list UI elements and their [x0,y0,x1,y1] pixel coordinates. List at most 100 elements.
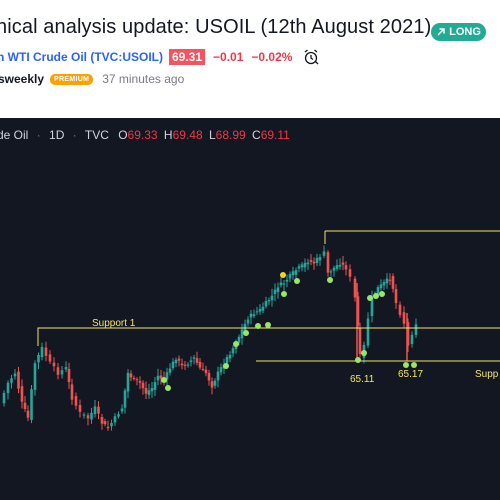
candle-body [344,265,348,270]
candle-body [322,251,326,256]
candle-body [279,282,283,286]
candle-body [20,386,24,402]
low-value: 68.99 [215,128,246,142]
posted-time: 37 minutes ago [102,72,185,86]
candle-body [255,311,259,313]
candle-body [70,384,74,400]
candle-body [156,375,160,381]
candle-body [306,262,310,265]
signal-dot [367,295,373,301]
candle-body [385,278,389,284]
candle-body [219,367,223,373]
candle-body [23,402,27,409]
candle-body [391,276,395,289]
signal-dot [361,350,367,356]
high-value: 69.48 [172,128,203,142]
close-label: C [252,128,261,142]
candlestick-chart: Support 1 65.11 65.17 Supp [2,230,500,431]
idea-title[interactable]: nical analysis update: USOIL (12th Augus… [0,16,432,38]
candle-body [103,421,107,425]
candle-body [132,378,136,380]
author-name[interactable]: sweekly [0,72,45,86]
support1-label: Support 1 [92,318,136,329]
price-change-percent: −0.02% [251,50,293,64]
candle-body [213,380,217,386]
candle-body [192,357,196,359]
candle-body [303,262,307,268]
candle-body [198,361,202,368]
candle-body [120,408,124,412]
candle-body [74,396,78,406]
candle-body [177,358,181,361]
candle-body [291,271,295,276]
open-value: 69.33 [127,128,158,142]
signal-dot [355,357,361,363]
candle-body [110,422,113,427]
alarm-clock-icon[interactable] [302,48,320,66]
candle-body [276,287,280,293]
chart-legend: de Oil · 1D · TVC O69.33 H69.48 L68.99 C… [0,128,290,142]
candle-body [273,289,277,295]
candle-body [318,257,322,261]
idea-header: nical analysis update: USOIL (12th Augus… [0,0,500,118]
candle-body [147,390,151,395]
candle-body [141,382,145,389]
symbol-link[interactable]: n WTI Crude Oil (TVC:USOIL) [0,50,163,64]
candle-body [97,406,100,414]
candle-body [123,390,127,408]
candle-body [40,346,44,358]
candle-body [37,354,40,363]
candle-body [168,368,172,373]
candle-body [52,362,56,367]
legend-interval: 1D [49,128,65,142]
candle-body [33,363,37,390]
candle-body [153,382,157,390]
candle-body [338,264,342,267]
candle-body [382,282,386,286]
candle-body [264,301,268,307]
candle-body [183,364,187,366]
signal-dot [280,272,286,278]
candle-body [174,359,178,364]
candle-body [309,260,313,262]
candle-body [228,354,232,359]
candle-body [388,279,392,281]
candle-body [44,347,48,356]
candle-body [135,379,139,381]
candle-body [358,327,362,355]
arrow-up-right-icon [437,28,445,36]
candle-body [6,382,10,394]
support2-label: Supp [475,369,499,380]
candle-body [144,387,148,394]
candle-body [56,367,60,375]
resistance-line [324,230,500,244]
candle-body [335,265,339,269]
candle-body [332,267,336,271]
candle-body [240,329,244,339]
candle-body [180,363,184,366]
candle-body [30,389,33,420]
low-label: L [208,128,216,142]
chart-area[interactable]: Support 1 65.11 65.17 Supp de Oil · 1D ·… [0,118,500,500]
candle-body [106,426,110,429]
candle-body [406,321,410,346]
price-badge: 69.31 [168,49,206,65]
candle-body [261,306,265,311]
candle-body [356,296,360,326]
high-label: H [163,128,173,142]
candle-body [249,313,253,318]
candle-body [186,364,190,366]
candle-body [64,367,68,370]
candle-body [410,334,414,345]
candle-body [126,372,130,392]
candle-body [294,270,298,275]
candle-body [150,387,154,392]
support1-line [37,327,500,346]
candle-body [370,296,374,317]
signal-dot [373,293,379,299]
open-label: O [118,128,128,142]
candle-body [207,372,211,381]
signal-dot [255,323,261,329]
close-value: 69.11 [260,128,290,142]
candle-body [189,360,193,363]
